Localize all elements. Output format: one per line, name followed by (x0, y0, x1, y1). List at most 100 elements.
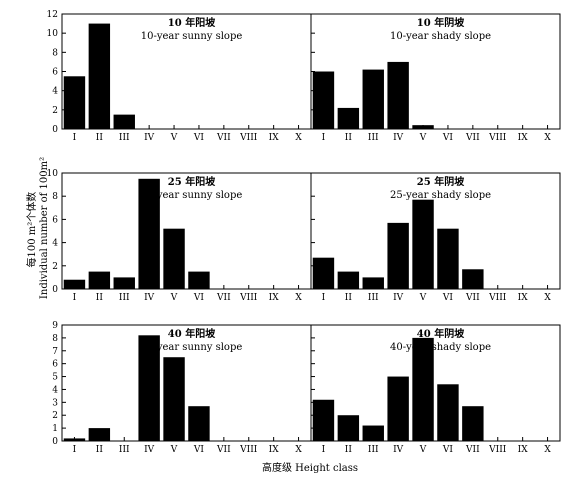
x-tick-label: III (119, 133, 130, 143)
y-tick-label: 3 (52, 398, 58, 408)
bar (138, 335, 160, 441)
y-tick-label: 2 (52, 411, 58, 421)
y-tick-label: 4 (52, 385, 58, 395)
x-tick-label: IX (269, 293, 280, 303)
x-tick-label: VIII (239, 133, 258, 143)
y-tick-label: 6 (52, 360, 58, 370)
x-tick-label: VII (216, 445, 231, 455)
x-axis-label: 高度级 Height class (262, 461, 358, 474)
bar (462, 406, 484, 441)
x-tick-label: IV (144, 293, 155, 303)
x-tick-label: IV (393, 445, 404, 455)
bar (63, 76, 86, 129)
x-tick-label: V (170, 445, 178, 455)
x-tick-label: IX (269, 445, 280, 455)
bar (337, 271, 360, 289)
bar (63, 279, 86, 289)
x-tick-label: VIII (488, 133, 507, 143)
x-tick-label: V (170, 133, 178, 143)
bar (188, 271, 210, 289)
bar (387, 222, 409, 289)
bar (113, 114, 135, 129)
bar (312, 399, 335, 441)
x-tick-label: VI (193, 445, 204, 455)
panel-title: 25 年阴坡 (417, 175, 465, 188)
y-tick-label: 10 (47, 29, 59, 39)
x-tick-label: II (345, 133, 353, 143)
panel-subtitle: 25-year sunny slope (141, 190, 243, 201)
y-tick-label: 8 (52, 192, 58, 202)
panel-title: 10 年阴坡 (417, 16, 465, 29)
bar (88, 23, 111, 129)
x-tick-label: IX (518, 133, 529, 143)
x-tick-label: I (73, 293, 77, 303)
panel-title: 40 年阳坡 (168, 327, 216, 340)
y-tick-label: 4 (52, 87, 58, 97)
y-axis-label-en: Individual number of 100m² (39, 157, 50, 299)
x-tick-label: I (73, 133, 77, 143)
x-tick-label: VIII (488, 445, 507, 455)
y-tick-label: 10 (47, 169, 59, 179)
bar (412, 337, 434, 441)
y-tick-label: 12 (47, 10, 58, 20)
bar (362, 425, 384, 441)
x-tick-label: VIII (239, 293, 258, 303)
y-axis-label-zh: 每100 m²个体数 (25, 192, 38, 268)
panel-subtitle: 40-year sunny slope (141, 342, 243, 353)
bar (462, 269, 484, 289)
bar (312, 71, 335, 129)
x-tick-label: V (170, 293, 178, 303)
y-tick-label: 1 (52, 424, 58, 434)
y-tick-label: 7 (52, 347, 58, 357)
y-tick-label: 4 (52, 239, 58, 249)
bar (88, 428, 111, 441)
bar (113, 277, 135, 289)
y-tick-label: 0 (52, 437, 58, 447)
y-tick-label: 0 (52, 285, 58, 295)
bar (387, 61, 409, 129)
bar (362, 69, 384, 129)
x-tick-label: II (96, 293, 104, 303)
bar (138, 178, 160, 289)
x-tick-label: VII (465, 293, 480, 303)
x-tick-label: V (419, 133, 427, 143)
bar (437, 228, 459, 289)
x-tick-label: IV (393, 133, 404, 143)
x-tick-label: III (368, 445, 379, 455)
bar (163, 357, 185, 441)
bar (412, 199, 434, 289)
x-tick-label: X (295, 133, 302, 143)
x-tick-label: VI (442, 133, 453, 143)
panel-frame (310, 324, 561, 442)
x-tick-label: VI (442, 293, 453, 303)
y-tick-label: 2 (52, 262, 58, 272)
x-tick-label: VII (216, 133, 231, 143)
x-tick-label: III (119, 445, 130, 455)
bar (88, 271, 111, 289)
x-tick-label: III (119, 293, 130, 303)
x-tick-label: I (322, 133, 326, 143)
panel-subtitle: 10-year sunny slope (141, 31, 243, 42)
x-tick-label: III (368, 133, 379, 143)
x-tick-label: X (295, 445, 302, 455)
bar (337, 107, 360, 129)
x-tick-label: IV (144, 133, 155, 143)
x-tick-label: VI (442, 445, 453, 455)
x-tick-label: I (322, 293, 326, 303)
y-tick-label: 5 (52, 373, 58, 383)
y-tick-label: 6 (52, 68, 58, 78)
x-tick-label: II (345, 445, 353, 455)
panel-subtitle: 40-year shady slope (390, 342, 491, 353)
panel-title: 25 年阳坡 (168, 175, 216, 188)
y-tick-label: 8 (52, 48, 58, 58)
bar (387, 376, 409, 441)
panel-subtitle: 25-year shady slope (390, 190, 491, 201)
